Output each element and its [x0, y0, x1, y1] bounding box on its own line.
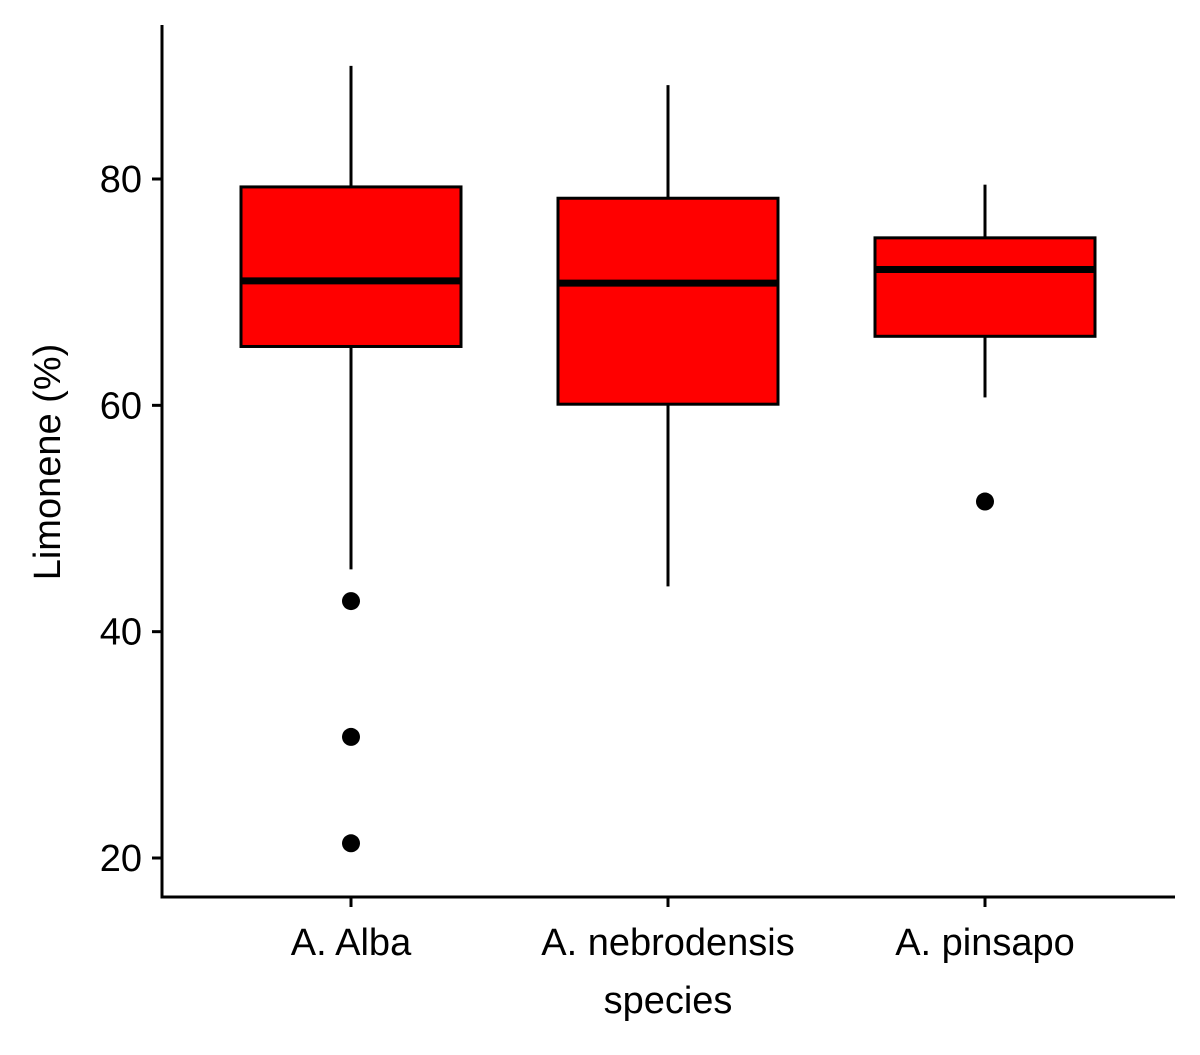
y-tick-label: 80	[100, 159, 142, 201]
box-group	[873, 184, 1097, 511]
outlier-point	[342, 834, 360, 853]
y-axis-ticks: 20 40 60 80	[100, 159, 162, 880]
y-tick-label: 60	[100, 385, 142, 427]
iqr-box	[873, 236, 1097, 338]
y-tick-label: 40	[100, 612, 142, 654]
outlier-point	[976, 492, 994, 511]
x-tick-label: A. nebrodensis	[541, 922, 795, 964]
plot-area	[239, 65, 1097, 853]
y-axis-title: Limonene (%)	[27, 344, 69, 581]
x-tick-label: A. Alba	[291, 922, 412, 964]
outlier-point	[342, 592, 360, 611]
box-group	[556, 85, 780, 587]
outlier-point	[342, 727, 360, 746]
iqr-box	[239, 185, 463, 348]
box-group	[239, 65, 463, 853]
x-tick-label: A. pinsapo	[895, 922, 1075, 964]
x-axis-title: species	[604, 980, 733, 1022]
iqr-box	[556, 196, 780, 406]
x-axis-ticks: A. Alba A. nebrodensis A. pinsapo	[291, 897, 1075, 964]
y-tick-label: 20	[100, 838, 142, 880]
